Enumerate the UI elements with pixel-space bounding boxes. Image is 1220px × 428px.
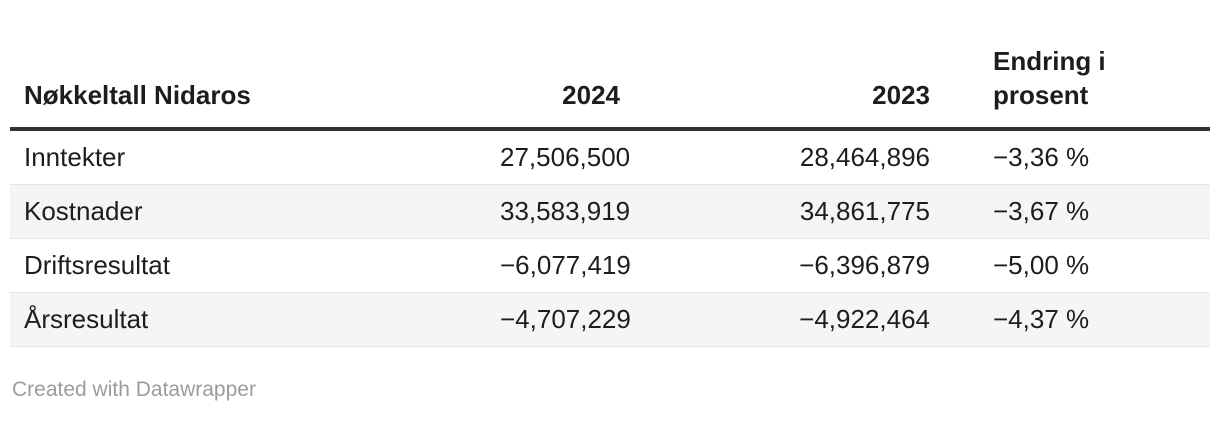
table-row: Årsresultat −4,707,229 −4,922,464 −4,37 %: [10, 292, 1210, 347]
row-label-cell: Kostnader: [10, 184, 500, 239]
table-header: Nøkkeltall Nidaros 2024 2023 Endring i p…: [10, 44, 1210, 131]
col-header-label: Nøkkeltall Nidaros: [10, 44, 500, 131]
value-2023-cell: −6,396,879: [620, 238, 930, 293]
change-percent-cell: −3,36 %: [930, 129, 1210, 185]
value-2024-cell: −6,077,419: [500, 238, 631, 293]
key-figures-table: Nøkkeltall Nidaros 2024 2023 Endring i p…: [10, 44, 1210, 347]
col-header-change: Endring i prosent: [930, 44, 1210, 131]
table-row: Kostnader 33,583,919 34,861,775 −3,67 %: [10, 184, 1210, 239]
row-label-cell: Driftsresultat: [10, 238, 500, 293]
value-2024-cell: −4,707,229: [500, 292, 631, 347]
row-label-cell: Inntekter: [10, 129, 500, 185]
table-body: Inntekter 27,506,500 28,464,896 −3,36 % Kost…: [10, 129, 1210, 347]
value-2024-cell: 33,583,919: [500, 184, 630, 239]
value-2023-cell: −4,922,464: [620, 292, 930, 347]
table-row: Driftsresultat −6,077,419 −6,396,879 −5,00 …: [10, 238, 1210, 293]
col-header-2024: 2024: [500, 44, 620, 131]
col-header-2023: 2023: [620, 44, 930, 131]
value-2023-cell: 28,464,896: [620, 129, 930, 185]
value-2024-cell: 27,506,500: [500, 129, 630, 185]
change-percent-cell: −5,00 %: [930, 238, 1210, 293]
value-2023-cell: 34,861,775: [620, 184, 930, 239]
header-row: Nøkkeltall Nidaros 2024 2023 Endring i p…: [10, 44, 1210, 131]
change-percent-cell: −3,67 %: [930, 184, 1210, 239]
col-header-change-label: Endring i prosent: [993, 46, 1106, 110]
datawrapper-table-chart: Nøkkeltall Nidaros 2024 2023 Endring i p…: [10, 44, 1210, 401]
row-label-cell: Årsresultat: [10, 292, 500, 347]
change-percent-cell: −4,37 %: [930, 292, 1210, 347]
table-row: Inntekter 27,506,500 28,464,896 −3,36 %: [10, 129, 1210, 185]
attribution-text: Created with Datawrapper: [12, 378, 256, 401]
